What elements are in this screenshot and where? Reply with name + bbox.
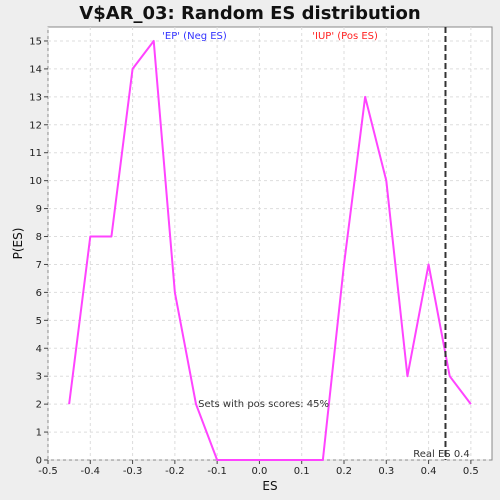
y-axis-label: P(ES) — [11, 228, 25, 260]
y-tick-label: 13 — [29, 92, 42, 103]
y-tick-label: 10 — [29, 176, 42, 187]
y-tick-label: 5 — [36, 316, 42, 327]
x-tick-label: -0.3 — [123, 466, 143, 477]
x-tick-label: 0.1 — [294, 466, 310, 477]
axes: -0.5 -0.4 -0.3 -0.2 -0.1 0.0 0.1 0.2 0.3 0.4 0.5 0 1… — [29, 36, 479, 477]
x-tick-label: -0.4 — [81, 466, 101, 477]
pos-scores-annotation: Sets with pos scores: 45% — [198, 399, 329, 410]
x-tick-label: 0.4 — [421, 466, 437, 477]
x-tick-label: -0.1 — [207, 466, 227, 477]
plot-area — [47, 26, 493, 461]
real-es-label: Real ES 0.4 — [413, 449, 469, 460]
gridlines — [47, 27, 492, 461]
y-tick-label: 8 — [36, 232, 42, 243]
series-layer — [68, 39, 472, 461]
y-tick-label: 14 — [29, 64, 42, 75]
y-tick-label: 7 — [36, 260, 42, 271]
y-tick-label: 4 — [36, 344, 42, 355]
x-tick-label: -0.2 — [165, 466, 185, 477]
y-tick-label: 15 — [29, 36, 42, 47]
y-tick-label: 2 — [36, 400, 42, 411]
y-tick-label: 11 — [29, 148, 42, 159]
x-tick-label: 0.0 — [251, 466, 267, 477]
x-tick-label: 0.3 — [378, 466, 394, 477]
x-tick-label: 0.2 — [336, 466, 352, 477]
y-tick-label: 1 — [36, 428, 42, 439]
x-tick-label: -0.5 — [38, 466, 58, 477]
y-tick-label: 0 — [36, 456, 42, 467]
y-tick-label: 12 — [29, 120, 42, 131]
x-tick-label: 0.5 — [463, 466, 479, 477]
y-tick-label: 6 — [36, 288, 42, 299]
y-tick-label: 9 — [36, 204, 42, 215]
x-axis-label: ES — [262, 479, 277, 493]
pos-es-annotation: 'IUP' (Pos ES) — [312, 31, 378, 42]
series-line — [68, 39, 472, 461]
y-tick-label: 3 — [36, 372, 42, 383]
chart-title: V$AR_03: Random ES distribution — [79, 3, 420, 24]
neg-es-annotation: 'EP' (Neg ES) — [162, 31, 227, 42]
